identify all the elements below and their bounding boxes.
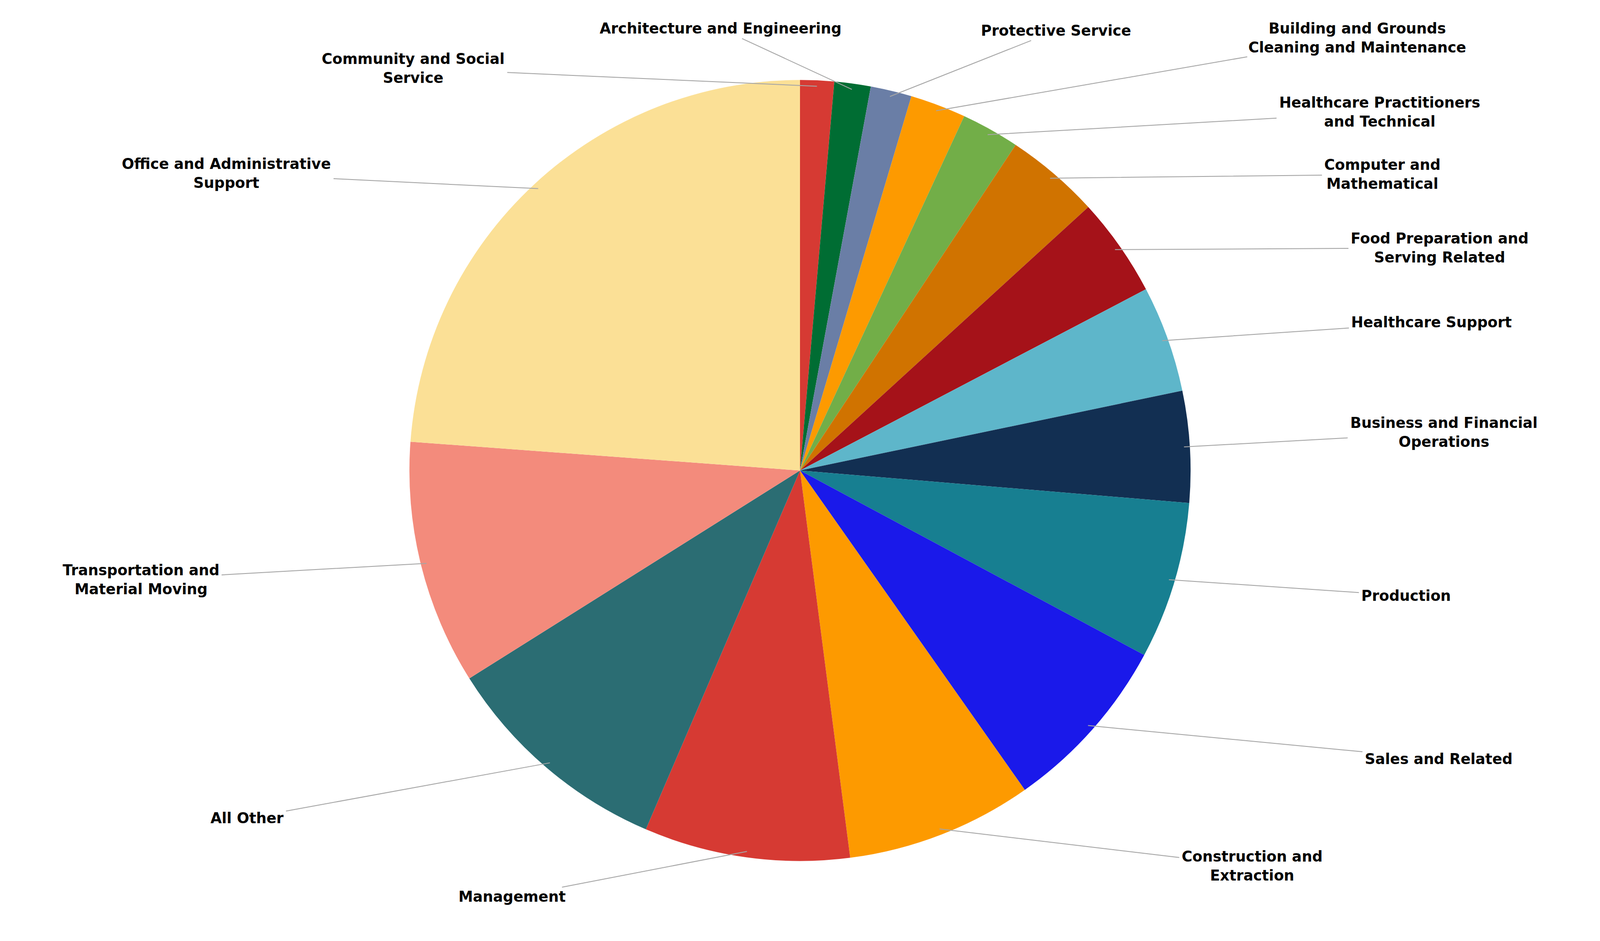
- svg-text:Healthcare Practitionersand Te: Healthcare Practitionersand Technical: [1279, 93, 1481, 131]
- svg-text:All Other: All Other: [210, 809, 284, 827]
- svg-text:Sales and Related: Sales and Related: [1364, 750, 1513, 768]
- svg-text:Food Preparation andServing Re: Food Preparation andServing Related: [1350, 229, 1529, 267]
- svg-text:Transportation andMaterial Mov: Transportation andMaterial Moving: [62, 561, 220, 598]
- svg-text:Computer andMathematical: Computer andMathematical: [1324, 156, 1441, 193]
- svg-text:Protective Service: Protective Service: [980, 22, 1132, 40]
- svg-text:Construction andExtraction: Construction andExtraction: [1181, 848, 1323, 885]
- svg-text:Building and GroundsCleaning a: Building and GroundsCleaning and Mainten…: [1248, 19, 1467, 57]
- svg-text:Community and SocialService: Community and SocialService: [321, 50, 505, 87]
- svg-text:Architecture and Engineering: Architecture and Engineering: [599, 19, 842, 38]
- svg-text:Office and AdministrativeSuppo: Office and AdministrativeSupport: [121, 155, 331, 192]
- svg-text:Business and FinancialOperatio: Business and FinancialOperations: [1350, 414, 1538, 451]
- svg-text:Healthcare Support: Healthcare Support: [1351, 313, 1512, 331]
- svg-text:Management: Management: [458, 888, 566, 906]
- svg-text:Production: Production: [1361, 587, 1451, 605]
